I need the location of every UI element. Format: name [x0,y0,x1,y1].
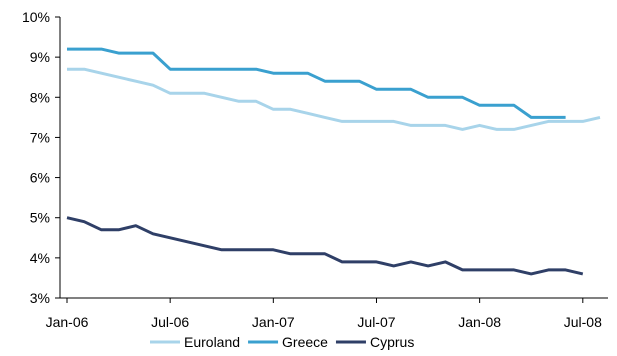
legend-label: Euroland [184,334,240,350]
series-line-cyprus [66,216,584,276]
legend-item-euroland: Euroland [150,334,240,350]
series-lines [66,47,601,276]
legend-label: Greece [282,334,328,350]
y-tick-label: 5% [30,210,50,226]
y-tick-label: 3% [30,290,50,306]
y-tick-label: 10% [22,9,50,25]
y-tick-label: 7% [30,129,50,145]
x-axis-ticks: Jan-06 Jul-06 Jan-07 Jul-07 Jan-08 Jul-08 [46,298,602,330]
legend-item-greece: Greece [248,334,328,350]
y-tick-label: 8% [30,89,50,105]
legend-item-cyprus: Cyprus [335,334,414,350]
x-tick-label: Jan-06 [46,314,89,330]
legend: Euroland Greece Cyprus [150,334,414,350]
x-tick-label: Jul-08 [564,314,602,330]
y-tick-label: 6% [30,170,50,186]
x-tick-label: Jan-08 [458,314,501,330]
series-line-greece [67,47,566,119]
y-tick-label: 4% [30,250,50,266]
legend-label: Cyprus [370,334,414,350]
x-tick-label: Jul-07 [357,314,395,330]
y-tick-label: 9% [30,49,50,65]
series-line-euroland [67,67,601,131]
x-tick-label: Jul-06 [151,314,189,330]
axes [59,17,608,299]
y-axis-ticks: 3% 4% 5% 6% 7% 8% 9% 10% [22,9,60,306]
x-tick-label: Jan-07 [252,314,295,330]
